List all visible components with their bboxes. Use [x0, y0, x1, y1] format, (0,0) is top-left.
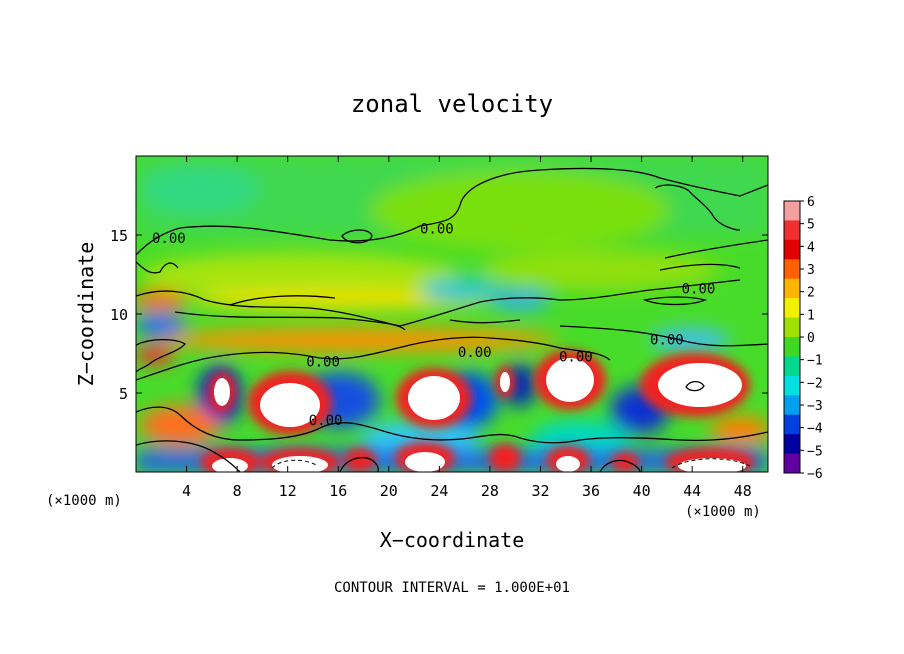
colorbar-tick-label: 5: [807, 218, 815, 233]
x-tick-label: 48: [734, 482, 752, 500]
colorbar-swatch: [784, 220, 800, 241]
y-tick-label: 5: [119, 385, 128, 403]
x-tick-label: 12: [279, 482, 297, 500]
colorbar-swatch: [784, 298, 800, 319]
colorbar-tick-label: −1: [807, 354, 823, 369]
colorbar-swatch: [784, 395, 800, 416]
x-tick-label: 44: [683, 482, 701, 500]
zero-contours: [136, 167, 768, 472]
colorbar-swatch: [784, 278, 800, 299]
colorbar-tick-label: 2: [807, 286, 815, 301]
x-unit-right: (×1000 m): [685, 504, 761, 520]
x-axis-label: X−coordinate: [380, 528, 525, 552]
colorbar-tick-label: 3: [807, 263, 815, 278]
colorbar-tick-label: 6: [807, 195, 815, 210]
plot-area: [136, 156, 768, 472]
contour-label: 0.00: [306, 354, 340, 370]
velocity-extremes: [212, 358, 746, 472]
y-axis-label: Z−coordinate: [74, 242, 98, 387]
colorbar-tick-label: 4: [807, 240, 815, 255]
contour-label: 0.00: [309, 413, 343, 429]
colorbar-tick-label: −3: [807, 399, 823, 414]
colorbar-swatch: [784, 375, 800, 396]
contour-label: 0.00: [559, 350, 593, 366]
x-unit-left: (×1000 m): [46, 493, 122, 509]
x-tick-label: 16: [329, 482, 347, 500]
colorbar-swatch: [784, 434, 800, 455]
colorbar-tick-label: −6: [807, 467, 823, 482]
colorbar-swatch: [784, 201, 800, 221]
x-axis-ticks: 4 8 12 16 20 24 28 32 36 40 44 48: [182, 156, 752, 500]
colorbar-tick-label: 0: [807, 331, 815, 346]
contour-label: 0.00: [458, 345, 492, 361]
x-tick-label: 24: [430, 482, 448, 500]
y-axis-ticks: 5 10 15: [110, 227, 768, 403]
x-tick-label: 28: [481, 482, 499, 500]
y-tick-label: 10: [110, 306, 128, 324]
chart-title: zonal velocity: [351, 90, 553, 118]
colorbar: 6 5 4 3 2 1 0 −1 −2 −3 −4 −5 −6: [783, 195, 823, 482]
x-tick-label: 32: [531, 482, 549, 500]
colorbar-swatch: [784, 337, 800, 357]
x-tick-label: 20: [380, 482, 398, 500]
colorbar-tick-label: −4: [807, 422, 823, 437]
contour-label: 0.00: [152, 231, 186, 247]
colorbar-swatch: [784, 356, 800, 377]
x-tick-label: 8: [233, 482, 242, 500]
colorbar-tick-label: −5: [807, 444, 823, 459]
colorbar-swatch: [784, 414, 800, 435]
colorbar-tick-label: −2: [807, 376, 823, 391]
contour-label: 0.00: [650, 332, 684, 348]
x-tick-label: 4: [182, 482, 191, 500]
colorbar-swatch: [784, 317, 800, 338]
colorbar-swatch: [784, 239, 800, 260]
x-tick-label: 36: [582, 482, 600, 500]
colorbar-tick-label: 1: [807, 308, 815, 323]
contour-label: 0.00: [682, 282, 716, 298]
contour-labels: 0.00 0.00 0.00 0.00 0.00 0.00 0.00 0.00: [152, 222, 715, 429]
contour-interval-footer: CONTOUR INTERVAL = 1.000E+01: [334, 580, 570, 596]
colorbar-swatch: [784, 259, 800, 280]
y-tick-label: 15: [110, 227, 128, 245]
contour-label: 0.00: [420, 222, 454, 238]
colorbar-swatch: [784, 453, 800, 474]
dashed-contours: [271, 458, 751, 469]
x-tick-label: 40: [633, 482, 651, 500]
